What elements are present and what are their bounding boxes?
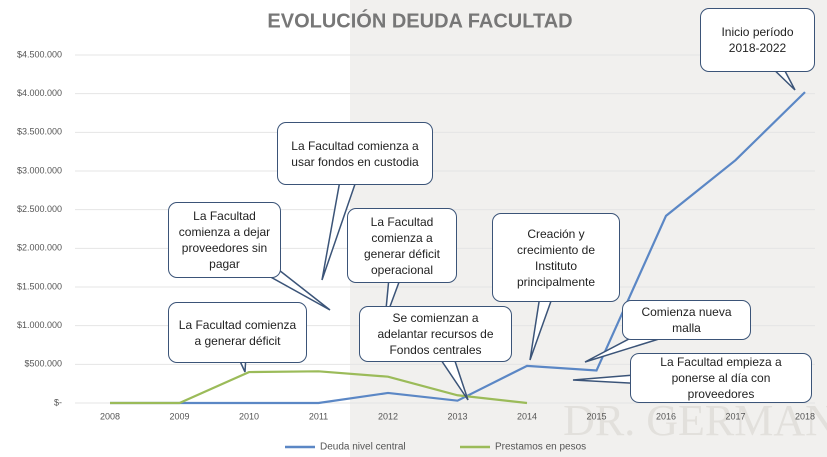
x-tick-label: 2018: [795, 411, 815, 421]
x-tick-label: 2013: [447, 411, 467, 421]
legend-label: Prestamos en pesos: [495, 442, 586, 453]
y-tick-label: $4.500.000: [17, 49, 62, 59]
x-tick-label: 2011: [309, 411, 328, 421]
callout: Creación y crecimiento de Instituto prin…: [492, 213, 620, 302]
y-tick-label: $500.000: [24, 359, 62, 369]
x-tick-label: 2016: [656, 411, 676, 421]
y-tick-label: $2.000.000: [17, 243, 62, 253]
x-tick-label: 2010: [239, 411, 259, 421]
y-tick-label: $1.500.000: [17, 281, 62, 291]
data-line: [110, 370, 528, 405]
callout: Comienza nueva malla: [622, 300, 751, 340]
callout: La Facultad comienza a generar déficit: [168, 302, 307, 363]
legend-label: Deuda nivel central: [320, 442, 406, 453]
callout: La Facultad comienza a dejar proveedores…: [168, 202, 281, 278]
y-tick-label: $1.000.000: [17, 320, 62, 330]
y-tick-label: $3.500.000: [17, 127, 62, 137]
data-line: [110, 91, 806, 405]
y-tick-label: $3.000.000: [17, 165, 62, 175]
watermark: DR. GERMAN: [563, 396, 827, 445]
callout: La Facultad empieza a ponerse al día con…: [630, 353, 812, 403]
callout: La Facultad comienza a usar fondos en cu…: [277, 122, 433, 185]
x-tick-label: 2015: [586, 411, 606, 421]
x-tick-label: 2012: [378, 411, 398, 421]
y-tick-label: $4.000.000: [17, 88, 62, 98]
callout: Inicio período 2018-2022: [700, 8, 815, 72]
callout: Se comienzan a adelantar recursos de Fon…: [359, 306, 512, 362]
y-tick-label: $-: [54, 397, 62, 407]
x-tick-label: 2009: [169, 411, 189, 421]
y-tick-label: $2.500.000: [17, 204, 62, 214]
x-tick-label: 2017: [725, 411, 745, 421]
callout: La Facultad comienza a generar déficit o…: [347, 208, 457, 283]
chart-title: EVOLUCIÓN DEUDA FACULTAD: [267, 8, 572, 32]
x-tick-label: 2008: [100, 411, 120, 421]
x-tick-label: 2014: [517, 411, 537, 421]
